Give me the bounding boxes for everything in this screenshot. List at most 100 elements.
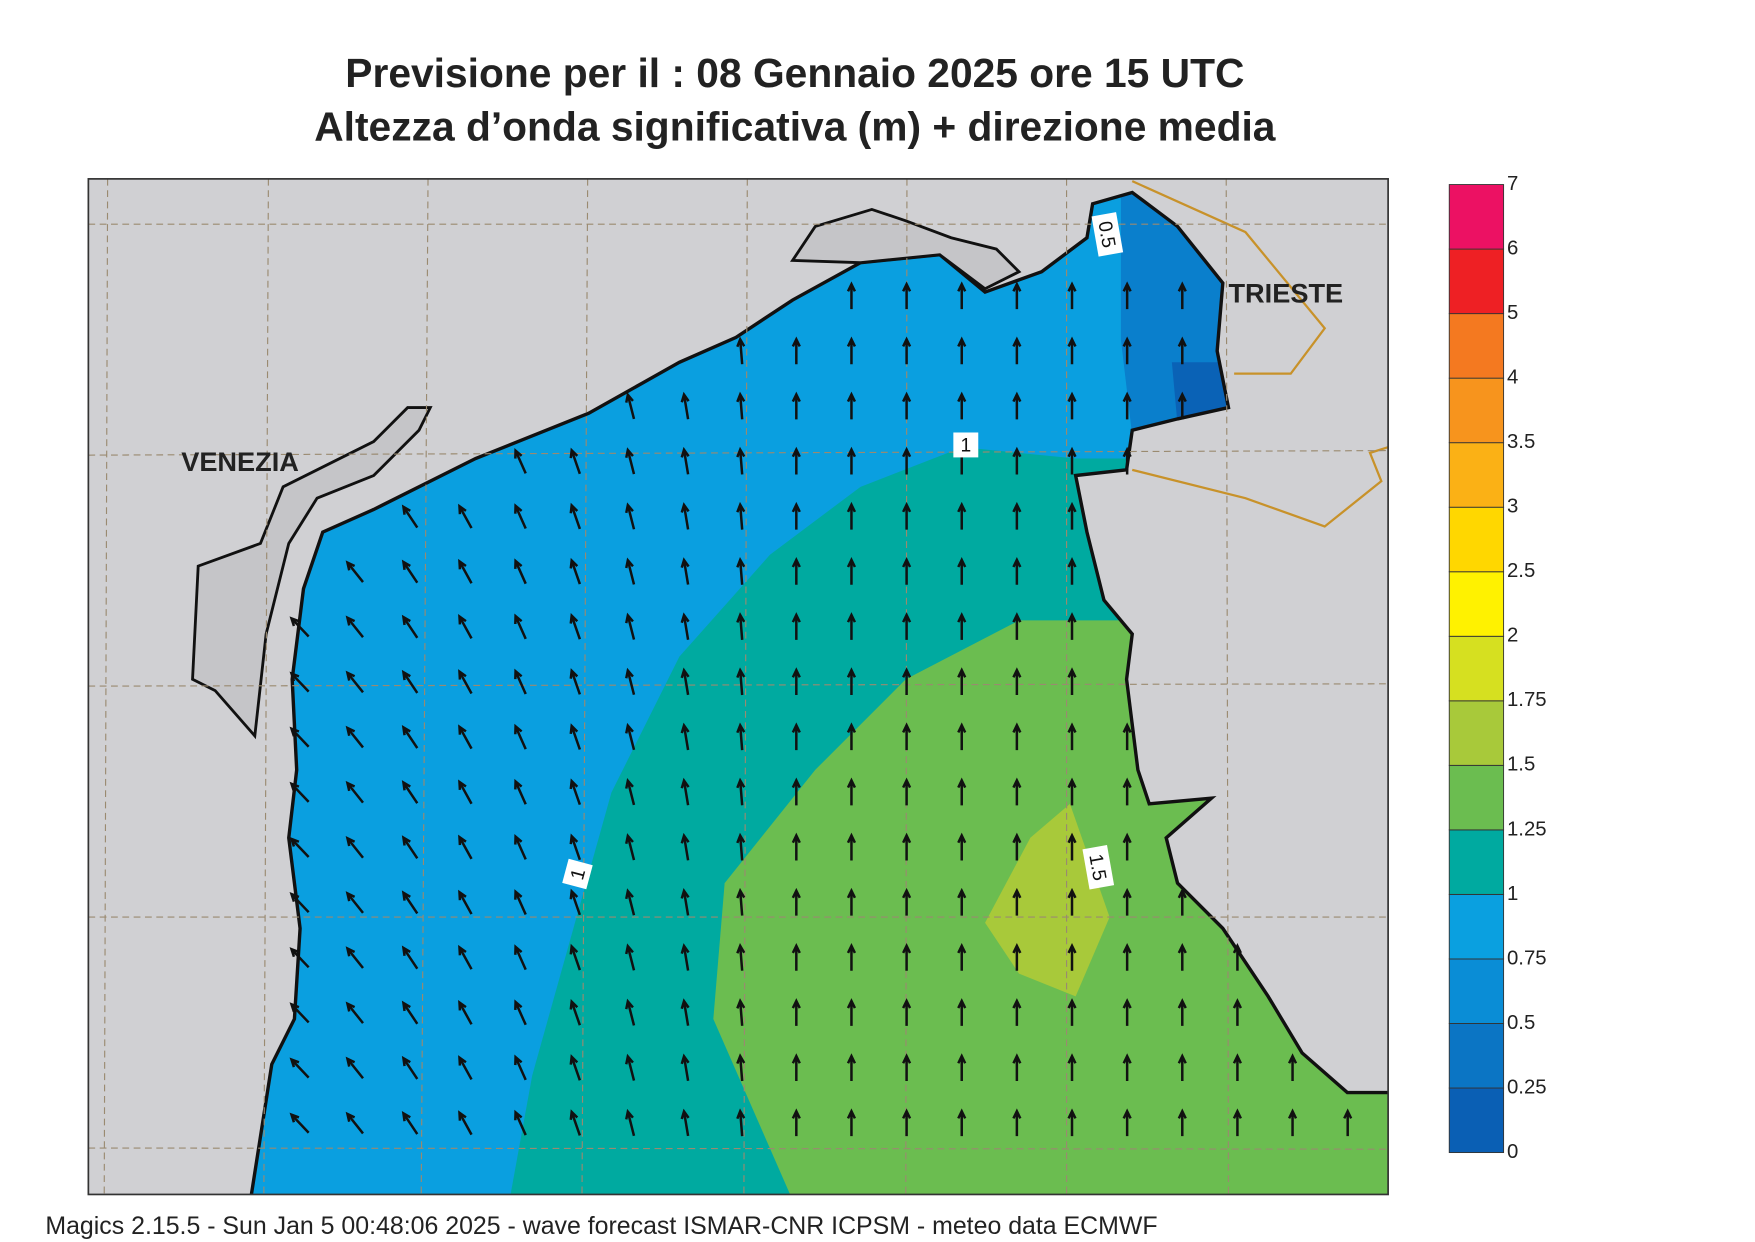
arrow <box>680 888 690 916</box>
arrow <box>514 668 527 695</box>
arrow <box>957 612 967 640</box>
arrow <box>458 944 473 970</box>
arrow <box>1067 942 1077 971</box>
colorbar-segment <box>1448 764 1505 831</box>
arrow <box>1012 1108 1022 1137</box>
arrow <box>736 1053 746 1082</box>
arrow <box>1067 1053 1077 1082</box>
arrow <box>458 503 473 529</box>
arrow <box>1177 998 1187 1026</box>
arrow <box>514 723 527 750</box>
arrow <box>289 781 310 803</box>
arrow <box>401 890 419 915</box>
arrow <box>625 612 636 640</box>
arrow <box>569 723 582 750</box>
place-label: TRIESTE <box>1228 277 1343 308</box>
arrow <box>1122 391 1132 420</box>
colorbar-segment <box>1448 1087 1505 1154</box>
arrow <box>736 777 746 806</box>
arrow <box>1067 1108 1077 1137</box>
arrow <box>1122 998 1132 1026</box>
colorbar-segment <box>1448 1023 1505 1089</box>
arrow <box>625 667 636 695</box>
arrow <box>1012 336 1022 365</box>
arrow <box>846 667 857 696</box>
arrow <box>736 501 746 530</box>
arrow <box>1012 667 1022 696</box>
arrow <box>569 833 582 861</box>
arrow <box>1122 777 1132 806</box>
arrow <box>791 942 801 971</box>
arrow <box>957 501 967 530</box>
arrow <box>902 1108 912 1137</box>
arrow <box>514 448 527 474</box>
arrow <box>791 612 801 640</box>
coastline <box>249 190 1389 1195</box>
colorbar-segment <box>1448 829 1505 895</box>
arrow <box>680 391 690 420</box>
arrow <box>1122 1108 1132 1137</box>
colorbar-segment <box>1448 893 1505 960</box>
arrow <box>345 946 364 969</box>
arrow <box>1012 501 1022 530</box>
arrow <box>680 832 690 861</box>
arrow <box>680 502 690 530</box>
arrow <box>680 777 690 806</box>
arrow <box>1067 446 1077 475</box>
arrow <box>1012 722 1022 751</box>
colorbar-segment <box>1448 313 1505 379</box>
arrow <box>1012 556 1022 585</box>
arrow <box>514 1054 527 1081</box>
arrow <box>458 558 473 584</box>
arrow <box>625 502 636 530</box>
colorbar-tick-label: 6 <box>1507 237 1518 259</box>
arrow <box>458 724 473 750</box>
arrow <box>458 1000 473 1025</box>
colorbar-tick-label: 3 <box>1507 496 1518 518</box>
arrow <box>569 447 582 475</box>
arrow <box>1232 1108 1242 1137</box>
contour-label: 1.5 <box>1082 845 1115 890</box>
arrow <box>846 722 857 751</box>
arrow <box>846 391 857 420</box>
arrow <box>345 1111 364 1135</box>
arrow <box>736 391 746 420</box>
arrow <box>345 670 364 694</box>
arrow <box>680 998 690 1026</box>
arrow <box>1122 1053 1132 1082</box>
arrow <box>1012 942 1022 971</box>
arrow <box>846 501 857 530</box>
arrow <box>957 1053 967 1082</box>
colorbar-tick-label: 2.5 <box>1507 560 1535 582</box>
arrow <box>736 943 746 971</box>
contour-label-text: 1.5 <box>1084 852 1109 882</box>
arrow <box>401 945 419 970</box>
arrow <box>846 446 857 475</box>
arrow <box>957 667 967 696</box>
arrow <box>569 1109 582 1136</box>
arrow <box>345 891 364 914</box>
arrow <box>514 778 527 805</box>
contour-label-text: 0.5 <box>1093 220 1118 250</box>
arrow <box>514 889 527 916</box>
arrow <box>791 556 801 585</box>
arrow <box>345 780 364 804</box>
map-frame <box>87 178 1389 1196</box>
arrow <box>401 780 419 804</box>
arrow <box>736 557 746 585</box>
arrow <box>401 724 419 749</box>
arrow <box>1232 998 1242 1026</box>
arrow <box>569 557 582 585</box>
arrow <box>1012 777 1022 806</box>
colorbar-segment <box>1448 377 1505 444</box>
colorbar-tick-label: 2 <box>1507 625 1518 647</box>
arrow <box>736 612 746 640</box>
arrow <box>345 615 364 638</box>
arrow <box>736 446 746 475</box>
arrow <box>569 888 582 916</box>
arrow <box>680 1108 690 1137</box>
arrow <box>736 722 746 751</box>
arrow <box>1067 998 1077 1026</box>
arrow <box>345 1001 364 1024</box>
arrow <box>1067 887 1077 916</box>
